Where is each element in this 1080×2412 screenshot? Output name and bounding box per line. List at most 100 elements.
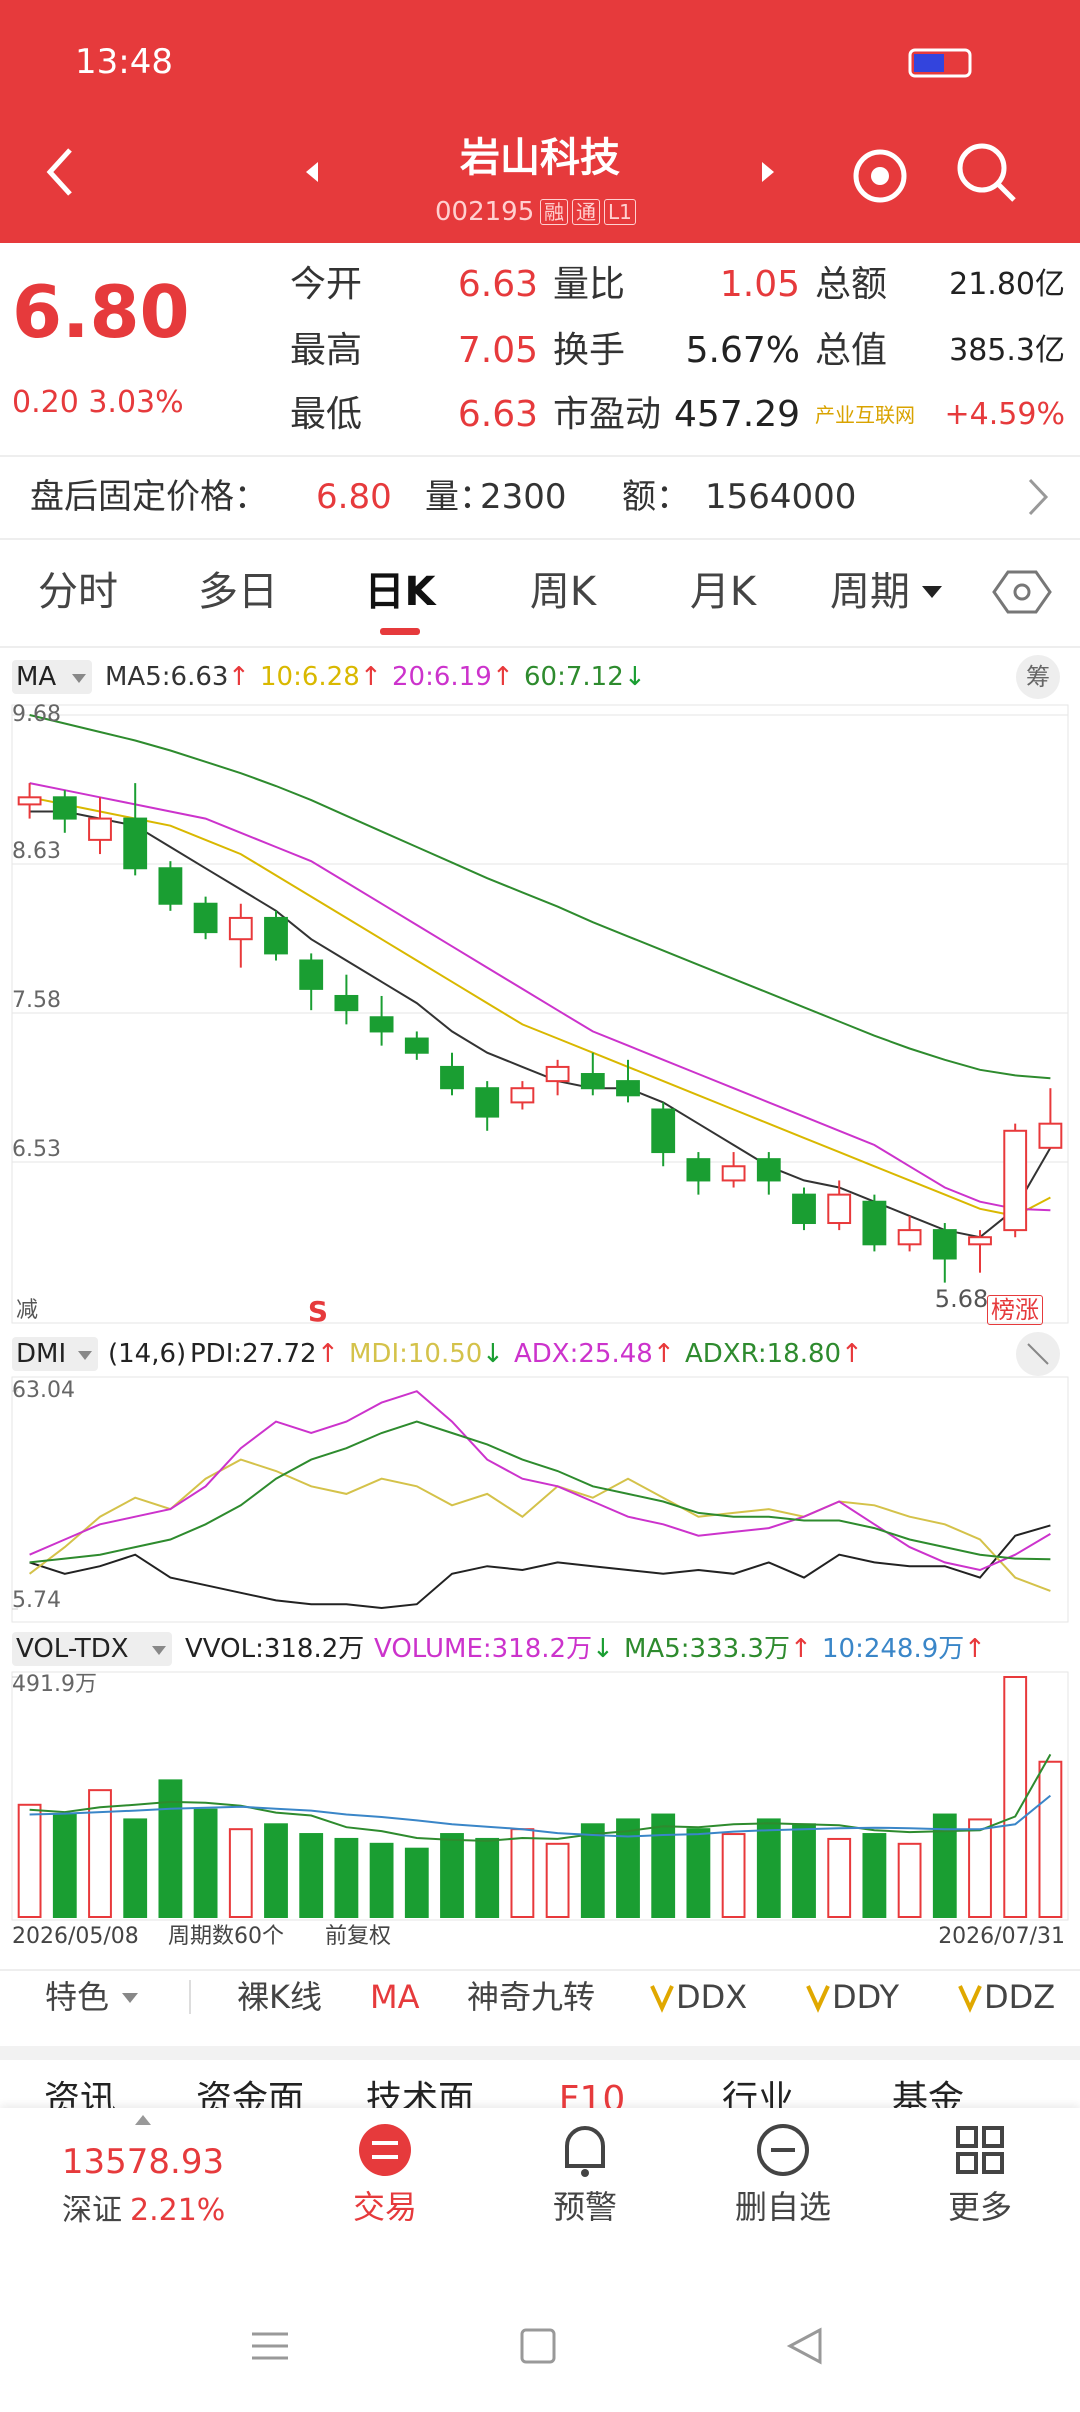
y-tick-label: 63.04 [12, 1378, 75, 1403]
divider [0, 1969, 1080, 1971]
home-button[interactable] [520, 2328, 556, 2364]
indicator-button[interactable]: 神奇九转 [467, 1978, 596, 2016]
more-icon[interactable] [956, 2126, 978, 2148]
dropdown-icon [922, 586, 942, 598]
period-tab[interactable]: 日K [364, 569, 436, 615]
after-hours-label: 量： [425, 477, 493, 517]
assistant-icon[interactable] [853, 149, 907, 203]
nav-item[interactable]: 交易 [352, 2188, 418, 2226]
info-tabs: 资讯 资金面 技术面 F10 行业 基金 [0, 2060, 1080, 2109]
volume-bar [827, 1837, 852, 1918]
ma-line [29, 810, 1052, 1239]
adjust-mode: 前复权 [325, 1924, 392, 1949]
stock-badge: 融 [540, 199, 568, 225]
candle-body [369, 1016, 394, 1033]
candle-body [968, 1236, 992, 1246]
volume-bar [1038, 1760, 1063, 1918]
prev-stock-icon[interactable] [306, 162, 318, 182]
candle-body [475, 1087, 500, 1118]
volume-bar [475, 1837, 500, 1918]
quote-label: 换手 [553, 330, 626, 371]
volume-bar [862, 1833, 887, 1918]
alert-icon[interactable] [565, 2126, 605, 2168]
candle-body [827, 1193, 852, 1225]
info-tab[interactable]: 技术面 [365, 2079, 475, 2109]
nav-item[interactable]: 预警 [552, 2188, 618, 2226]
after-hours-price: 6.80 [316, 477, 392, 517]
after-hours-volume: 2300 [480, 477, 567, 517]
volume-bar [299, 1833, 324, 1918]
candle-body [299, 959, 324, 990]
indicator-button[interactable]: DDY [832, 1978, 900, 2016]
candle-body [264, 916, 288, 955]
dropdown-icon [122, 1993, 138, 2003]
volume-bar [932, 1813, 957, 1919]
quote-label: 产业互联网 [815, 403, 915, 427]
quote-label: 量比 [553, 264, 626, 305]
dropdown-icon [152, 1646, 166, 1655]
candle-body [158, 867, 183, 905]
indicator-button[interactable]: DDZ [984, 1978, 1056, 2016]
indicator-select[interactable] [12, 1337, 98, 1371]
legend-trend: ↑ [360, 662, 382, 692]
period-tab[interactable]: 分时 [38, 569, 118, 615]
quote-label: 总额 [815, 264, 888, 305]
candle-body [193, 902, 218, 934]
indicator-select[interactable] [12, 1632, 172, 1666]
battery-icon [908, 48, 972, 78]
period-tab[interactable]: 周期 [830, 569, 910, 615]
remove-watch-icon[interactable] [757, 2124, 809, 2176]
next-stock-icon[interactable] [762, 162, 774, 182]
candle-body [897, 1229, 922, 1246]
info-tab[interactable]: 行业 [721, 2079, 795, 2109]
volume-bar [792, 1823, 816, 1918]
y-tick-label: 6.53 [12, 1137, 61, 1162]
info-tab[interactable]: 资金面 [195, 2079, 305, 2109]
quote-value: 7.05 [457, 330, 538, 371]
indicator-button[interactable]: MA [370, 1978, 420, 2016]
quote-value: +4.59% [944, 397, 1065, 432]
settings-icon-center [1013, 583, 1031, 601]
volume-bar [404, 1847, 429, 1919]
expand-index-icon[interactable] [135, 2115, 151, 2125]
back-button[interactable] [786, 2327, 822, 2365]
quote-value: 385.3亿 [949, 333, 1065, 368]
period-tab[interactable]: 多日 [198, 569, 278, 615]
trade-icon[interactable] [359, 2124, 411, 2176]
back-icon[interactable] [46, 148, 72, 196]
volume-bar [1003, 1676, 1028, 1918]
indicator-button[interactable]: 裸K线 [237, 1978, 322, 2016]
nav-item[interactable]: 更多 [947, 2188, 1013, 2226]
chevron-icon[interactable] [1028, 478, 1049, 516]
index-value[interactable]: 13578.93 [61, 2142, 225, 2182]
indicator-select[interactable] [12, 660, 92, 694]
period-tab[interactable]: 月K [689, 569, 757, 615]
candle-body [228, 916, 253, 941]
dropdown-icon [78, 1351, 92, 1360]
indicator-name: DMI [16, 1339, 67, 1369]
chart-tag[interactable]: 榜涨 [987, 1295, 1043, 1325]
indicator-button[interactable]: DDX [676, 1978, 748, 2016]
last-price: 6.80 [12, 270, 190, 354]
divider [0, 646, 1080, 648]
settings-icon[interactable] [992, 570, 1052, 614]
volume-bar [123, 1818, 148, 1918]
signal-marker: S [307, 1295, 329, 1328]
chip-label[interactable]: 筹 [1026, 663, 1050, 691]
period-tab[interactable]: 周K [529, 569, 597, 615]
legend-trend: ↑ [790, 1634, 812, 1664]
info-tab[interactable]: 资讯 [43, 2079, 117, 2109]
info-tab[interactable]: 基金 [891, 2079, 965, 2109]
info-tab[interactable]: F10 [558, 2079, 626, 2109]
legend-entry: ADX:25.48 [514, 1339, 653, 1369]
nav-item[interactable]: 删自选 [734, 2188, 832, 2226]
index-name: 深证 [62, 2193, 122, 2228]
check-icon [806, 1985, 830, 2013]
chip-button[interactable] [1016, 655, 1060, 699]
volume-bar [897, 1842, 922, 1919]
candle-body [1038, 1122, 1063, 1149]
indicator-button[interactable]: 特色 [45, 1978, 110, 2016]
candle-body [404, 1037, 429, 1054]
search-icon[interactable] [957, 143, 1007, 193]
